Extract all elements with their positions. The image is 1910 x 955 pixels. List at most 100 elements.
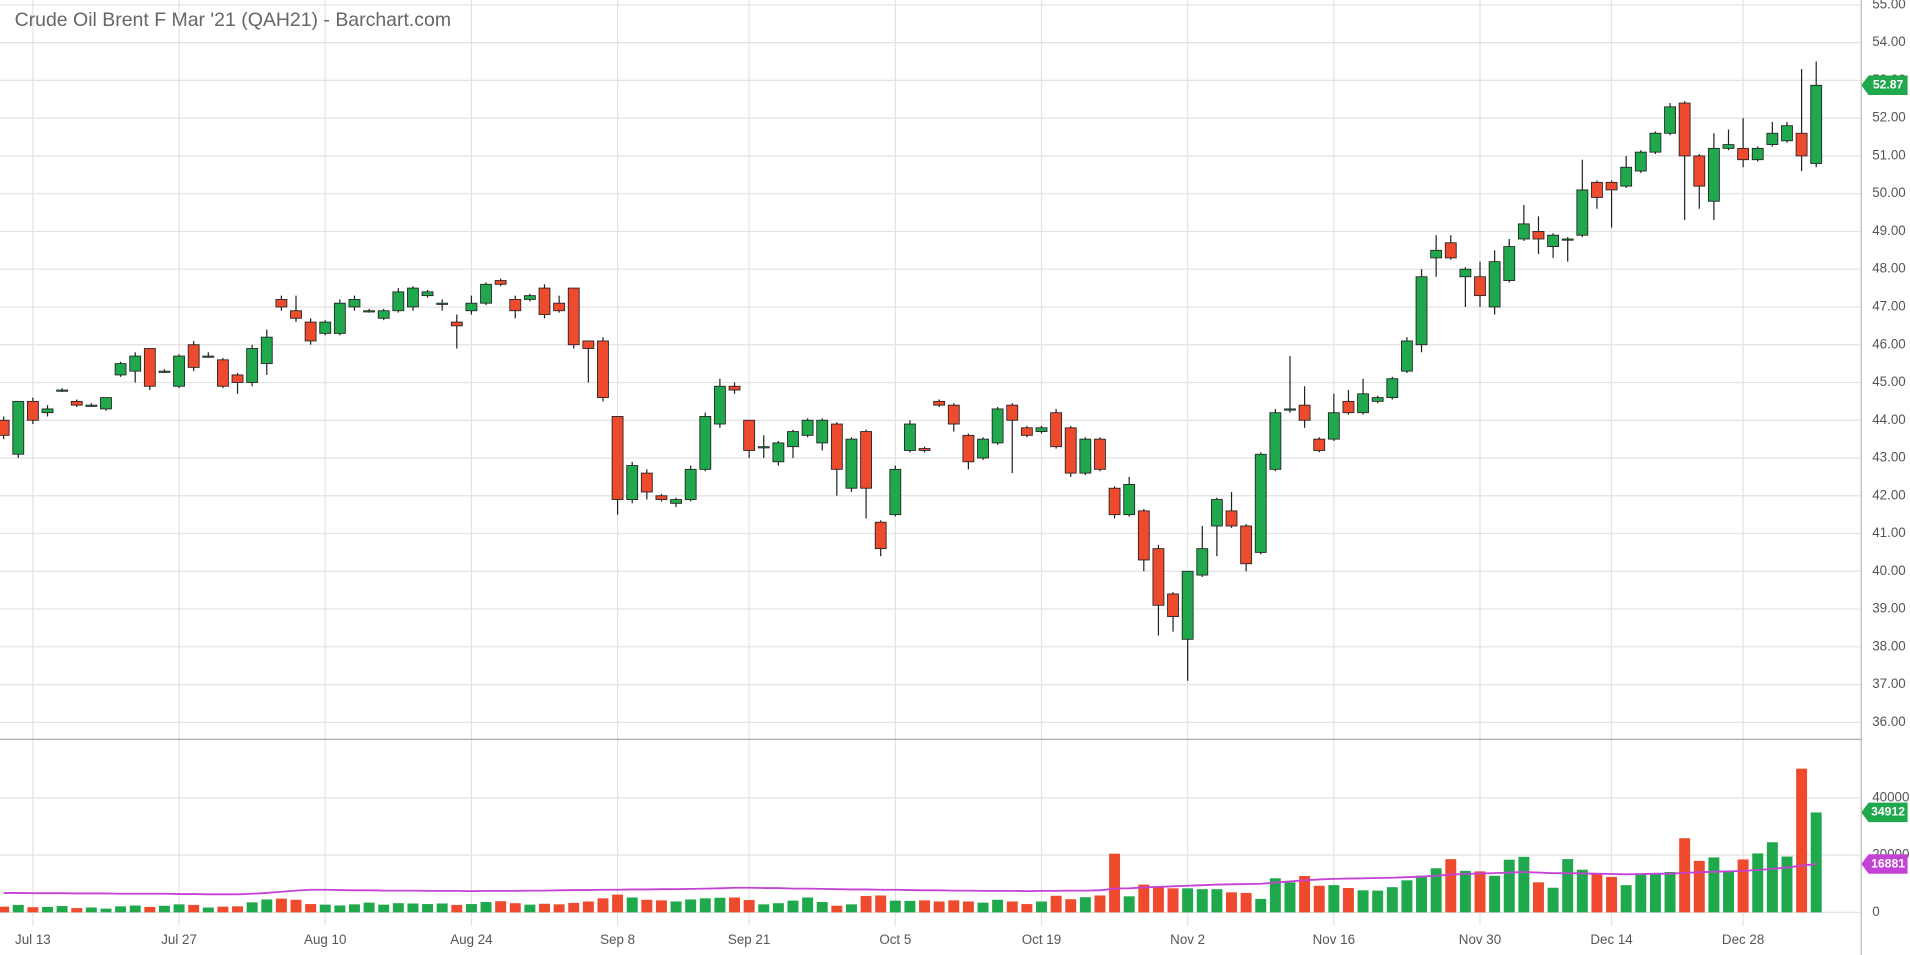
volume-bar — [977, 902, 989, 913]
volume-bar — [378, 904, 390, 913]
candle-body — [465, 302, 478, 312]
candle-body — [1342, 400, 1355, 414]
volume-bar — [115, 906, 127, 913]
volume-bar — [889, 900, 901, 913]
y-tick-label: 48.00 — [1872, 261, 1905, 276]
volume-ma-label: 16881 — [1871, 856, 1905, 870]
volume-bar — [275, 898, 287, 913]
candle-body — [407, 287, 419, 308]
candle-body — [1123, 484, 1136, 516]
candle-body — [1722, 144, 1735, 149]
volume-bar — [1723, 870, 1734, 913]
candle-body — [1678, 102, 1691, 157]
candle-body — [728, 385, 741, 391]
candle-body — [1503, 246, 1516, 281]
candle-body — [1269, 412, 1282, 470]
candle-body — [1401, 340, 1413, 372]
volume-bar — [1664, 872, 1676, 913]
candle-body — [158, 370, 171, 373]
candle-body — [1444, 242, 1457, 259]
candle-body — [1707, 147, 1720, 202]
y-tick-label: 47.00 — [1872, 298, 1905, 313]
candle-body — [1035, 427, 1048, 433]
volume-bar — [1401, 880, 1413, 913]
candle-body — [129, 355, 142, 372]
volume-bar — [1576, 869, 1588, 913]
volume-bar — [319, 904, 331, 913]
candle-body — [1576, 189, 1589, 236]
volume-bar — [802, 897, 814, 913]
candle-body — [0, 419, 10, 436]
volume-bar — [539, 903, 550, 913]
volume-bar — [1021, 904, 1033, 913]
volume-bar — [612, 894, 624, 913]
candle-body — [41, 408, 54, 414]
candle-body — [1810, 84, 1823, 164]
volume-bar — [85, 907, 97, 913]
volume-bar — [407, 903, 419, 913]
volume-bar — [1781, 856, 1793, 913]
candle-body — [1664, 106, 1676, 134]
volume-bar — [919, 900, 931, 913]
volume-bar — [831, 905, 843, 913]
volume-bar — [875, 895, 887, 913]
candle-body — [319, 321, 332, 334]
volume-bar — [1708, 857, 1720, 913]
volume-bar — [1386, 887, 1398, 913]
volume-bar — [173, 904, 185, 913]
volume-bar — [1167, 888, 1179, 913]
volume-bar — [1123, 896, 1135, 913]
volume-bar — [56, 906, 68, 913]
volume-bar — [1094, 895, 1106, 913]
candle-body — [538, 287, 551, 315]
volume-bar — [1240, 892, 1252, 913]
candle-body — [1430, 249, 1443, 259]
volume-bar — [1766, 842, 1778, 913]
volume-bar — [495, 901, 507, 913]
candle-body — [392, 291, 405, 312]
candle-body — [217, 359, 229, 387]
volume-bar — [1532, 882, 1544, 913]
volume-bar — [246, 902, 258, 913]
candle-body — [1240, 525, 1253, 565]
candle-body — [1357, 393, 1369, 414]
volume-bar — [904, 900, 916, 913]
y-tick-label: 55.00 — [1872, 0, 1905, 11]
candle-body — [1751, 147, 1764, 161]
candle-body — [699, 416, 712, 470]
volume-bar — [1445, 859, 1457, 913]
candle-body — [977, 438, 989, 459]
volume-bar — [641, 899, 653, 913]
volume-bar — [305, 904, 317, 913]
volume-bar — [1474, 871, 1486, 913]
y-tick-label: 50.00 — [1872, 185, 1905, 200]
x-tick-label: Dec 28 — [1722, 932, 1764, 947]
volume-bar — [1503, 859, 1515, 913]
candle-body — [100, 397, 112, 410]
candle-body — [1488, 261, 1501, 308]
candle-body — [684, 468, 697, 500]
candle-body — [1079, 438, 1092, 474]
volume-bar — [71, 908, 83, 913]
candle-body — [260, 336, 273, 365]
candle-body — [421, 291, 434, 297]
volume-bar — [1810, 812, 1822, 913]
candle-body — [363, 310, 375, 313]
candle-body — [860, 431, 872, 489]
volume-bar — [670, 901, 682, 913]
volume-bar — [202, 907, 214, 913]
y-tick-label: 52.00 — [1872, 110, 1905, 125]
volume-bar — [1006, 901, 1018, 913]
volume-bar — [1313, 885, 1325, 913]
last-volume-label: 34912 — [1871, 805, 1905, 819]
candle-body — [1284, 408, 1296, 411]
candle-body — [889, 468, 902, 516]
candle-body — [290, 310, 302, 319]
candle-body — [743, 419, 756, 451]
last-volume-badge — [1861, 802, 1908, 823]
candle-body — [1781, 125, 1793, 142]
volume-bar — [0, 906, 10, 913]
candle-body — [1547, 234, 1560, 247]
volume-bar — [1357, 890, 1369, 913]
